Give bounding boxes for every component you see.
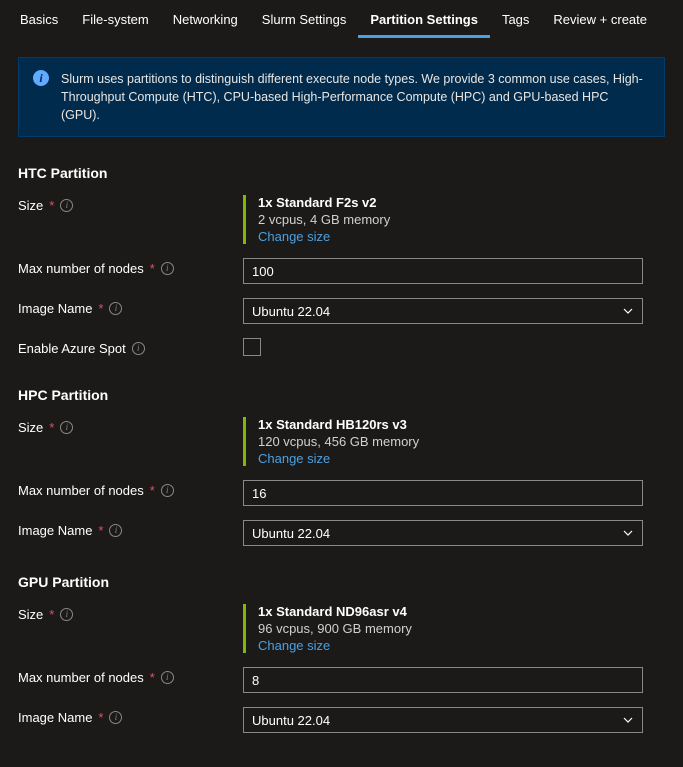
select-hpc-image[interactable]: Ubuntu 22.04 [243,520,643,546]
input-hpc-max-nodes[interactable] [243,480,643,506]
size-specs: 120 vcpus, 456 GB memory [258,434,643,449]
size-specs: 96 vcpus, 900 GB memory [258,621,643,636]
field-htc-spot: Enable Azure Spot i [18,338,665,359]
field-hpc-max-nodes: Max number of nodes * i [18,480,665,506]
label-size: Size [18,198,43,213]
size-block-gpu: 1x Standard ND96asr v4 96 vcpus, 900 GB … [243,604,643,653]
field-htc-max-nodes: Max number of nodes * i [18,258,665,284]
field-htc-image: Image Name * i Ubuntu 22.04 [18,298,665,324]
required-indicator: * [150,670,155,685]
required-indicator: * [150,261,155,276]
info-message: Slurm uses partitions to distinguish dif… [61,70,650,124]
required-indicator: * [98,710,103,725]
required-indicator: * [49,607,54,622]
tab-partition-settings[interactable]: Partition Settings [358,2,490,38]
change-size-link[interactable]: Change size [258,451,330,466]
required-indicator: * [150,483,155,498]
info-icon[interactable]: i [109,524,122,537]
field-gpu-max-nodes: Max number of nodes * i [18,667,665,693]
info-icon[interactable]: i [60,199,73,212]
section-gpu: GPU Partition Size * i 1x Standard ND96a… [18,574,665,733]
label-image-name: Image Name [18,301,92,316]
info-icon[interactable]: i [161,484,174,497]
chevron-down-icon [622,305,634,317]
select-value: Ubuntu 22.04 [252,304,330,319]
tab-tags[interactable]: Tags [490,2,541,38]
label-size: Size [18,607,43,622]
tab-review-create[interactable]: Review + create [541,2,659,38]
select-htc-image[interactable]: Ubuntu 22.04 [243,298,643,324]
label-image-name: Image Name [18,710,92,725]
required-indicator: * [98,523,103,538]
info-icon[interactable]: i [161,262,174,275]
size-specs: 2 vcpus, 4 GB memory [258,212,643,227]
info-icon[interactable]: i [161,671,174,684]
field-htc-size: Size * i 1x Standard F2s v2 2 vcpus, 4 G… [18,195,665,244]
input-htc-max-nodes[interactable] [243,258,643,284]
info-box: i Slurm uses partitions to distinguish d… [18,57,665,137]
label-max-nodes: Max number of nodes [18,670,144,685]
input-gpu-max-nodes[interactable] [243,667,643,693]
section-hpc: HPC Partition Size * i 1x Standard HB120… [18,387,665,546]
tab-file-system[interactable]: File-system [70,2,160,38]
tab-slurm-settings[interactable]: Slurm Settings [250,2,359,38]
size-name: 1x Standard F2s v2 [258,195,643,210]
required-indicator: * [98,301,103,316]
section-title-htc: HTC Partition [18,165,665,181]
size-name: 1x Standard HB120rs v3 [258,417,643,432]
change-size-link[interactable]: Change size [258,638,330,653]
chevron-down-icon [622,527,634,539]
field-hpc-size: Size * i 1x Standard HB120rs v3 120 vcpu… [18,417,665,466]
field-gpu-size: Size * i 1x Standard ND96asr v4 96 vcpus… [18,604,665,653]
info-icon[interactable]: i [132,342,145,355]
select-value: Ubuntu 22.04 [252,526,330,541]
select-gpu-image[interactable]: Ubuntu 22.04 [243,707,643,733]
tab-bar: Basics File-system Networking Slurm Sett… [0,2,683,39]
size-name: 1x Standard ND96asr v4 [258,604,643,619]
field-hpc-image: Image Name * i Ubuntu 22.04 [18,520,665,546]
label-size: Size [18,420,43,435]
checkbox-htc-spot[interactable] [243,338,261,356]
section-title-gpu: GPU Partition [18,574,665,590]
info-icon[interactable]: i [109,302,122,315]
label-image-name: Image Name [18,523,92,538]
size-block-hpc: 1x Standard HB120rs v3 120 vcpus, 456 GB… [243,417,643,466]
tab-basics[interactable]: Basics [8,2,70,38]
select-value: Ubuntu 22.04 [252,713,330,728]
field-gpu-image: Image Name * i Ubuntu 22.04 [18,707,665,733]
info-icon[interactable]: i [60,421,73,434]
chevron-down-icon [622,714,634,726]
required-indicator: * [49,198,54,213]
tab-networking[interactable]: Networking [161,2,250,38]
info-icon[interactable]: i [60,608,73,621]
required-indicator: * [49,420,54,435]
label-max-nodes: Max number of nodes [18,261,144,276]
size-block-htc: 1x Standard F2s v2 2 vcpus, 4 GB memory … [243,195,643,244]
info-icon[interactable]: i [109,711,122,724]
label-enable-spot: Enable Azure Spot [18,341,126,356]
change-size-link[interactable]: Change size [258,229,330,244]
section-title-hpc: HPC Partition [18,387,665,403]
section-htc: HTC Partition Size * i 1x Standard F2s v… [18,165,665,359]
label-max-nodes: Max number of nodes [18,483,144,498]
info-icon: i [33,70,49,86]
